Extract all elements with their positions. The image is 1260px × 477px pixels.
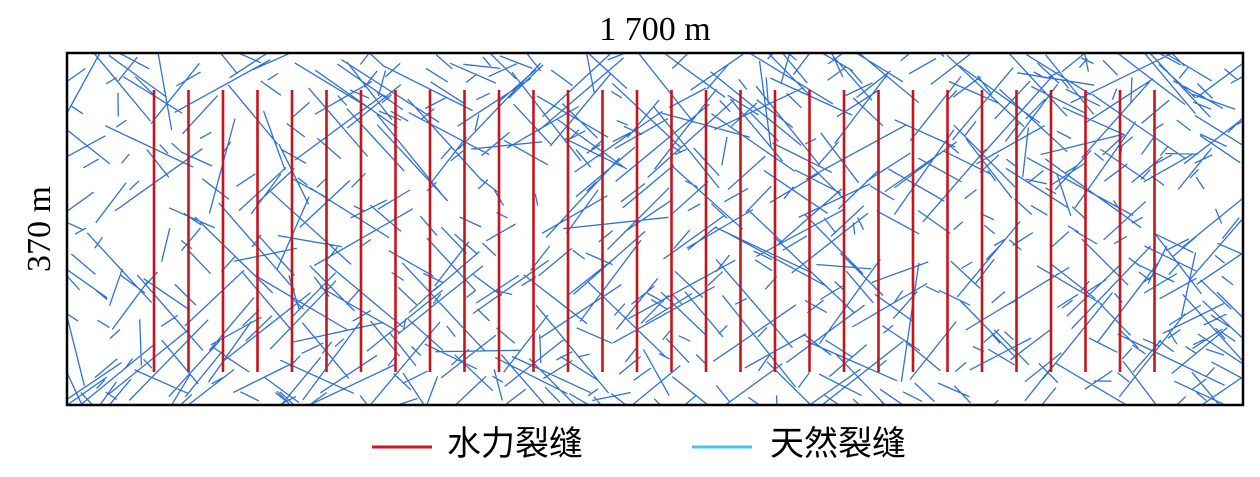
height-label: 370 m [21, 186, 58, 272]
natural-fractures [67, 53, 1243, 405]
domain-boundary [65, 51, 1245, 407]
hydraulic-fractures [152, 90, 1156, 372]
legend-label: 天然裂缝 [770, 425, 906, 463]
width-label: 1 700 m [599, 11, 710, 48]
natural-fracture-set [67, 53, 1243, 405]
legend-label: 水力裂缝 [447, 425, 583, 463]
